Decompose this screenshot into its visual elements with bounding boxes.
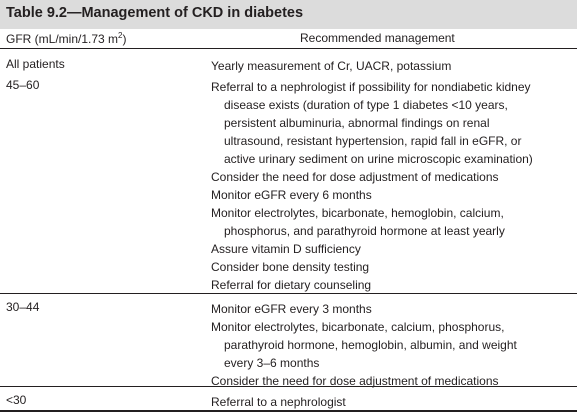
management-item-line: Consider the need for dose adjustment of… <box>211 374 499 388</box>
management-item: Consider the need for dose adjustment of… <box>211 168 571 186</box>
management-item-line: Monitor electrolytes, bicarbonate, hemog… <box>211 206 504 220</box>
management-item-line: disease exists (duration of type 1 diabe… <box>224 98 508 112</box>
column-header-gfr-text: GFR (mL/min/1.73 m <box>6 32 119 46</box>
table-title-bar: Table 9.2—Management of CKD in diabetes <box>0 0 577 29</box>
management-item-line: every 3–6 months <box>224 356 320 370</box>
management-item-line: Monitor eGFR every 6 months <box>211 188 372 202</box>
column-header-gfr-superscript: 2 <box>118 31 123 40</box>
management-item: Referral to a nephrologist if possibilit… <box>211 78 571 168</box>
management-item-line: Referral to a nephrologist if possibilit… <box>211 80 531 94</box>
management-item: Assure vitamin D sufficiency <box>211 240 571 258</box>
management-item: Referral to a nephrologist <box>211 393 571 411</box>
management-item: Consider bone density testing <box>211 258 571 276</box>
management-item-line: Assure vitamin D sufficiency <box>211 242 361 256</box>
management-item: Monitor eGFR every 3 months <box>211 300 571 318</box>
column-header-gfr: GFR (mL/min/1.73 m2) <box>6 31 126 46</box>
column-header-management: Recommended management <box>300 31 455 45</box>
management-item-line: Referral to a nephrologist <box>211 395 346 409</box>
management-item: Monitor electrolytes, bicarbonate, calci… <box>211 318 571 372</box>
management-item: Referral for dietary counseling <box>211 276 571 294</box>
management-item-line: Monitor eGFR every 3 months <box>211 302 372 316</box>
management-item: Consider the need for dose adjustment of… <box>211 372 571 390</box>
management-item-line: Consider the need for dose adjustment of… <box>211 170 499 184</box>
management-item-line: active urinary sediment on urine microsc… <box>224 152 533 166</box>
management-item-line: parathyroid hormone, hemoglobin, albumin… <box>224 338 517 352</box>
column-header-gfr-close: ) <box>122 32 127 46</box>
management-item-line: Monitor electrolytes, bicarbonate, calci… <box>211 320 505 334</box>
row-label: 30–44 <box>6 300 40 314</box>
management-item-line: Referral for dietary counseling <box>211 278 372 292</box>
management-item: Monitor electrolytes, bicarbonate, hemog… <box>211 204 571 240</box>
management-item-line: phosphorus, and parathyroid hormone at l… <box>224 224 505 238</box>
row-divider <box>0 293 577 294</box>
management-item-line: persistent albuminuria, abnormal finding… <box>224 116 490 130</box>
row-label: All patients <box>6 57 65 71</box>
management-item: Yearly measurement of Cr, UACR, potassiu… <box>211 57 571 75</box>
management-item-line: ultrasound, resistant hypertension, rapi… <box>224 134 522 148</box>
management-item: Monitor eGFR every 6 months <box>211 186 571 204</box>
row-divider <box>0 386 577 387</box>
management-item-line: Consider bone density testing <box>211 260 370 274</box>
table-bottom-rule <box>0 410 577 412</box>
header-divider <box>0 48 577 49</box>
management-item-line: Yearly measurement of Cr, UACR, potassiu… <box>211 59 452 73</box>
row-label: 45–60 <box>6 78 40 92</box>
table-title: Table 9.2—Management of CKD in diabetes <box>6 5 304 21</box>
row-label: <30 <box>6 393 27 407</box>
